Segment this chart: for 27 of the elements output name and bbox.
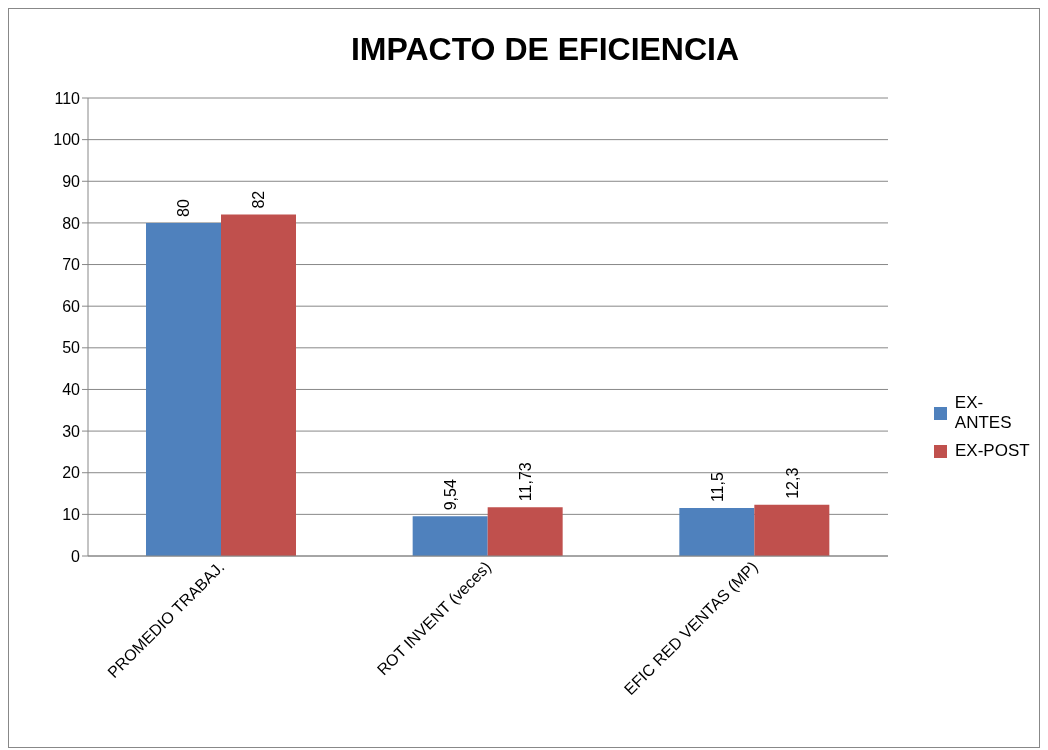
y-tick-label: 20 <box>62 464 81 482</box>
y-tick-label: 50 <box>62 339 81 357</box>
data-label: 11,73 <box>517 462 535 502</box>
y-tick-label: 0 <box>71 547 81 565</box>
y-tick-label: 80 <box>62 214 81 232</box>
y-tick-label: 30 <box>62 422 81 440</box>
y-tick-label: 40 <box>62 381 81 399</box>
y-tick-label: 70 <box>62 256 81 274</box>
bar <box>487 507 563 556</box>
y-tick-label: 100 <box>53 131 81 149</box>
y-tick-label: 90 <box>62 172 81 190</box>
data-label: 82 <box>250 190 268 209</box>
bar <box>221 214 296 556</box>
y-tick-label: 60 <box>62 297 81 315</box>
bar <box>146 222 221 556</box>
bar <box>754 504 830 556</box>
data-label: 9,54 <box>442 479 460 511</box>
data-label: 12,3 <box>783 467 801 499</box>
chart-title: IMPACTO DE EFICIENCIA <box>349 31 741 68</box>
data-label: 80 <box>175 199 193 217</box>
y-tick-label: 110 <box>54 89 81 107</box>
bar <box>412 516 488 556</box>
bar <box>679 508 755 556</box>
legend-label: EX-ANTES <box>954 393 1013 433</box>
y-tick-label: 10 <box>62 506 81 524</box>
legend-label: EX-POST <box>955 441 1030 461</box>
data-label: 11,5 <box>708 472 726 503</box>
